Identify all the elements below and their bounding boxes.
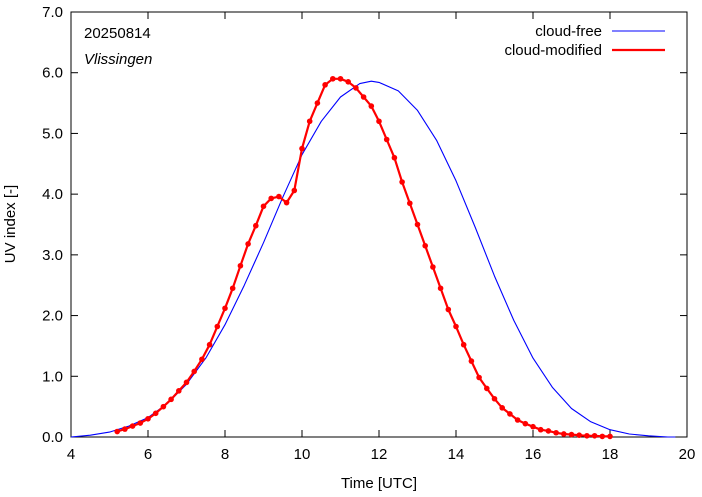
- cloud-modified-point: [360, 94, 367, 100]
- x-tick-label: 6: [144, 446, 152, 463]
- x-tick-label: 8: [221, 446, 229, 463]
- cloud-modified-point: [484, 385, 490, 392]
- cloud-modified-point: [276, 193, 282, 200]
- cloud-modified-point: [168, 396, 174, 403]
- location-label: Vlissingen: [84, 51, 152, 68]
- y-tick-label: 6.0: [42, 65, 63, 82]
- x-tick-label: 10: [294, 446, 311, 463]
- series-layer: [70, 75, 676, 440]
- cloud-modified-point: [445, 306, 452, 313]
- cloud-modified-point: [399, 179, 405, 185]
- cloud-modified-point: [253, 222, 259, 229]
- cloud-modified-point: [437, 285, 444, 292]
- cloud-modified-point: [291, 187, 298, 194]
- y-tick-label: 0.0: [42, 429, 63, 446]
- cloud-modified-point: [206, 341, 213, 348]
- x-tick-label: 4: [67, 446, 75, 463]
- plot-frame: [70, 11, 688, 438]
- cloud-modified-point: [268, 195, 275, 202]
- cloud-modified-point: [391, 154, 398, 161]
- cloud-modified-point: [114, 428, 120, 435]
- cloud-modified-point: [122, 426, 128, 432]
- cloud-modified-point: [553, 429, 559, 436]
- cloud-modified-point: [491, 395, 498, 402]
- cloud-modified-point: [376, 118, 382, 125]
- cloud-modified-point: [545, 428, 552, 434]
- cloud-modified-point: [414, 221, 421, 228]
- cloud-modified-point: [576, 432, 582, 438]
- legend-label-cloud-free: cloud-free: [535, 23, 602, 40]
- cloud-modified-point: [229, 285, 236, 292]
- cloud-modified-point: [599, 433, 606, 440]
- cloud-modified-point: [522, 420, 529, 427]
- x-tick-label: 18: [602, 446, 619, 463]
- y-tick-label: 3.0: [42, 247, 63, 264]
- cloud-modified-point: [137, 420, 144, 426]
- cloud-modified-point: [199, 356, 205, 363]
- cloud-modified-point: [507, 411, 513, 417]
- cloud-modified-point: [476, 374, 482, 381]
- cloud-modified-point: [237, 262, 244, 269]
- y-tick-label: 2.0: [42, 308, 63, 325]
- cloud-modified-point: [245, 241, 251, 247]
- cloud-modified-point: [322, 82, 328, 88]
- cloud-modified-point: [407, 200, 413, 207]
- cloud-modified-point: [530, 423, 536, 430]
- x-tick-label: 12: [371, 446, 388, 463]
- cloud-modified-point: [568, 431, 575, 438]
- y-tick-label: 7.0: [42, 4, 63, 21]
- cloud-modified-point: [160, 403, 167, 410]
- y-tick-label: 4.0: [42, 186, 63, 203]
- legend: cloud-free cloud-modified: [504, 23, 665, 59]
- cloud-modified-point: [214, 323, 221, 330]
- x-tick-label: 16: [525, 446, 542, 463]
- cloud-modified-point: [591, 432, 598, 439]
- cloud-modified-point: [260, 203, 267, 210]
- y-tick-label: 5.0: [42, 125, 63, 142]
- cloud-modified-point: [283, 199, 290, 206]
- x-tick-label: 20: [679, 446, 696, 463]
- cloud-modified-point: [314, 100, 321, 106]
- cloud-modified-point: [514, 417, 521, 423]
- cloud-modified-point: [183, 379, 190, 386]
- cloud-modified-point: [129, 423, 136, 429]
- cloud-modified-point: [607, 433, 613, 440]
- cloud-modified-point: [422, 242, 429, 249]
- cloud-modified-point: [368, 103, 375, 109]
- cloud-modified-point: [383, 136, 390, 143]
- cloud-modified-point: [584, 432, 590, 439]
- cloud-modified-point: [330, 75, 336, 82]
- cloud-modified-point: [176, 388, 182, 394]
- cloud-modified-point: [430, 264, 436, 270]
- cloud-modified-point: [468, 358, 475, 364]
- legend-label-cloud-modified: cloud-modified: [504, 42, 602, 59]
- cloud-modified-point: [299, 145, 305, 152]
- cloud-modified-point: [460, 341, 467, 348]
- cloud-modified-point: [306, 118, 313, 125]
- cloud-modified-point: [145, 415, 151, 422]
- y-tick-label: 1.0: [42, 368, 63, 385]
- cloud-modified-point: [453, 323, 459, 330]
- cloud-modified-point: [152, 410, 159, 417]
- cloud-modified-point: [345, 79, 352, 85]
- cloud-modified-point: [191, 368, 197, 375]
- axis-ticks: 4 6 8 10 12 14 16 18 20 0.0 1.0 2.0 3.0 4.0 5.0 6.0 7.0: [42, 4, 695, 463]
- cloud-modified-point: [337, 75, 344, 82]
- cloud-modified-point: [499, 405, 506, 411]
- cloud-modified-point: [561, 431, 567, 437]
- cloud-modified-point: [222, 305, 228, 312]
- y-axis-label: UV index [-]: [2, 185, 19, 263]
- cloud-modified-point: [353, 85, 359, 91]
- x-axis-label: Time [UTC]: [341, 475, 417, 492]
- date-label: 20250814: [84, 25, 151, 42]
- x-tick-label: 14: [448, 446, 465, 463]
- cloud-modified-point: [537, 426, 544, 433]
